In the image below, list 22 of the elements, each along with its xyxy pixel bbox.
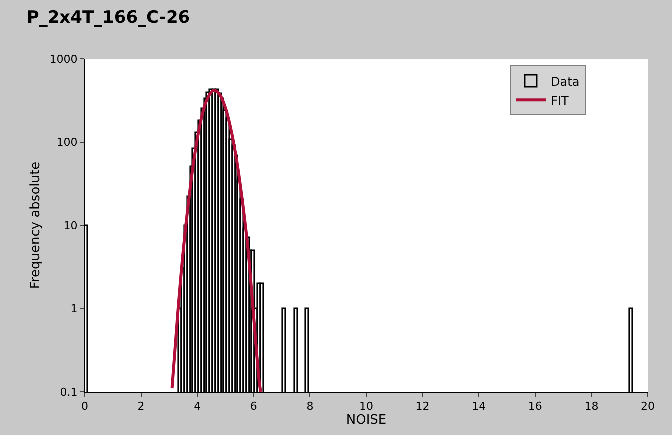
y-tick-label: 100 (56, 136, 78, 150)
line-series (170, 89, 262, 392)
x-tick-label: 20 (641, 400, 655, 414)
x-tick-label: 14 (472, 400, 486, 414)
x-tick-label: 12 (416, 400, 430, 414)
x-tick-label: 2 (138, 400, 145, 414)
y-axis-title: Frequency absolute (28, 162, 44, 290)
x-tick-label: 4 (194, 400, 202, 414)
x-tick-label: 0 (82, 400, 88, 414)
x-tick-label: 18 (584, 400, 599, 414)
y-tick-label: 1 (70, 302, 78, 316)
y-tick-label: 10 (64, 219, 78, 232)
x-axis-title: NOISE (346, 413, 387, 428)
y-tick-label: 1000 (50, 52, 78, 66)
x-tick-label: 16 (528, 400, 542, 414)
legend-label: Data (551, 74, 580, 89)
y-tick-label: 0.1 (60, 386, 78, 399)
x-tick-label: 8 (306, 400, 314, 414)
x-tick-label: 6 (250, 400, 258, 414)
x-tick-label: 10 (360, 400, 374, 414)
legend-label: FIT (551, 94, 570, 108)
chart-title: P_2x4T_166_C-26 (26, 8, 190, 28)
